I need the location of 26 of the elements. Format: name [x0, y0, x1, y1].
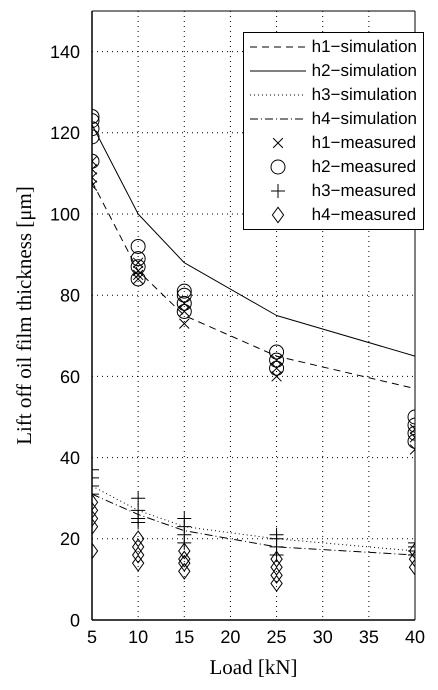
x-tick-label: 35: [358, 626, 379, 647]
legend-label: h1−simulation: [312, 37, 417, 57]
y-axis-title: Lift off oil film thickness [μm]: [12, 186, 36, 445]
x-tick-label: 5: [86, 626, 98, 647]
y-tick-label: 60: [60, 366, 80, 387]
x-tick-label: 15: [174, 626, 194, 647]
legend-label: h2−measured: [312, 157, 416, 177]
legend-label: h4−simulation: [312, 109, 417, 129]
x-tick-label: 30: [312, 626, 333, 647]
legend-label: h3−simulation: [312, 85, 417, 105]
y-tick-label: 120: [50, 123, 80, 144]
y-tick-label: 100: [50, 204, 80, 224]
legend-label: h1−measured: [312, 133, 416, 153]
legend-label: h4−measured: [312, 205, 416, 225]
y-tick-label: 40: [60, 448, 80, 468]
y-tick-label: 20: [60, 529, 80, 550]
x-tick-label: 10: [128, 626, 148, 647]
x-axis-title: Load [kN]: [209, 655, 298, 679]
y-tick-label: 0: [70, 610, 80, 630]
y-tick-label: 140: [50, 42, 80, 62]
legend-label: h2−simulation: [312, 61, 417, 81]
x-tick-label: 40: [404, 626, 426, 647]
x-tick-label: 20: [220, 626, 240, 647]
x-tick-label: 25: [266, 626, 287, 647]
y-tick-label: 80: [60, 286, 80, 306]
legend-label: h3−measured: [312, 181, 416, 201]
